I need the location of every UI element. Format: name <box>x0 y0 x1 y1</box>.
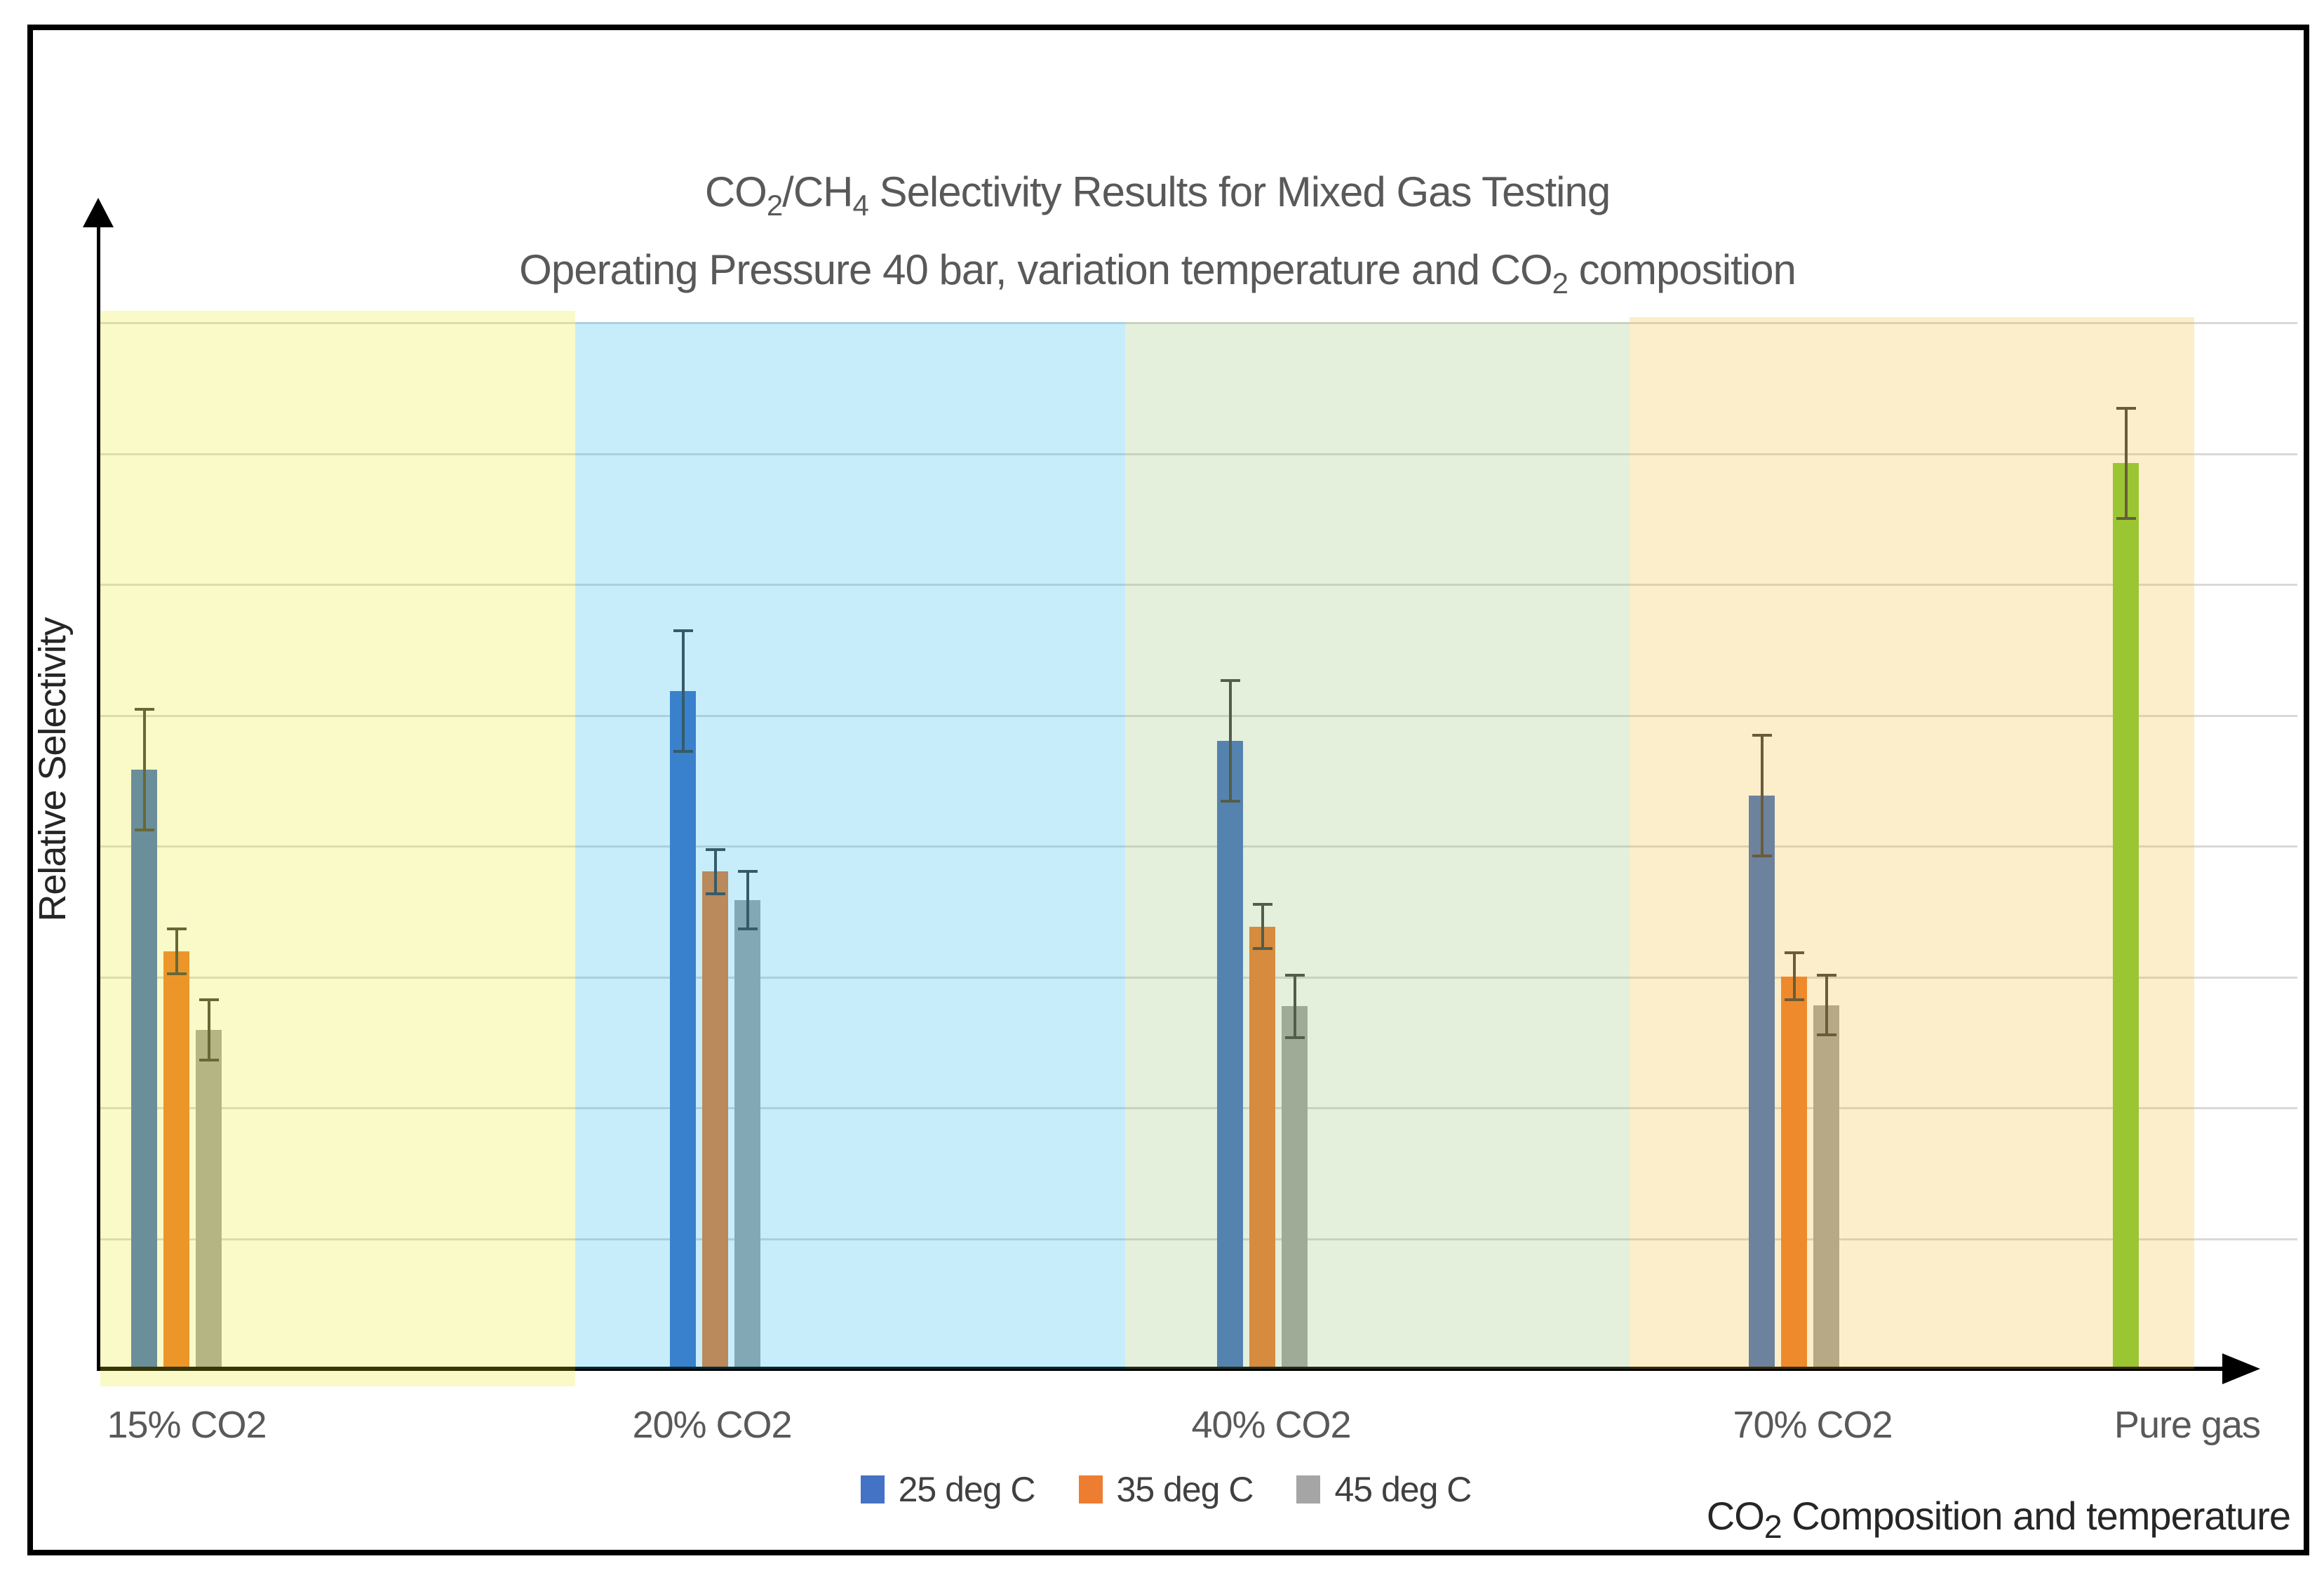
error-bar-cap <box>134 828 154 831</box>
x-axis-line <box>97 1367 2227 1371</box>
error-bar-cap <box>1284 1036 1305 1040</box>
error-bar-cap <box>1220 679 1240 682</box>
x-tick-label-70%-CO2: 70% CO2 <box>1733 1404 1893 1446</box>
bar-45-deg-C-70%-CO2 <box>1813 1005 1839 1369</box>
gridline <box>100 714 2297 717</box>
error-bar-stem <box>681 631 685 751</box>
error-bar-stem <box>207 1000 210 1060</box>
error-bar-cap <box>1252 902 1272 906</box>
error-bar-cap <box>1284 973 1305 977</box>
x-tick-label-Pure-gas: Pure gas <box>2114 1404 2261 1446</box>
gridline <box>100 453 2297 455</box>
error-bar-stem <box>1825 975 1828 1036</box>
x-tick-label-15%-CO2: 15% CO2 <box>107 1404 267 1446</box>
bar-45-deg-C-15%-CO2 <box>196 1029 222 1369</box>
error-bar-cap <box>199 1058 219 1061</box>
error-bar-cap <box>673 749 693 753</box>
error-bar-stem <box>746 871 749 930</box>
error-bar-stem <box>2124 408 2128 518</box>
bar-25-deg-C-20%-CO2 <box>670 690 696 1369</box>
legend-item-35-deg-C: 35 deg C <box>1078 1469 1254 1510</box>
bar-35-deg-C-40%-CO2 <box>1249 926 1275 1369</box>
gridline <box>100 976 2297 979</box>
error-bar-cap <box>166 927 187 931</box>
error-bar-stem <box>1261 904 1264 949</box>
error-bar-cap <box>737 870 758 873</box>
bar-35-deg-C-70%-CO2 <box>1781 976 1807 1369</box>
y-axis-arrowhead <box>83 198 114 227</box>
error-bar-stem <box>713 849 717 894</box>
x-tick-label-40%-CO2: 40% CO2 <box>1191 1404 1351 1446</box>
chart-title-line1: CO2/CH4 Selectivity Results for Mixed Ga… <box>704 168 1611 222</box>
chart-border-frame <box>27 25 2309 1555</box>
error-bar-cap <box>705 892 725 895</box>
bar-25-deg-C-70%-CO2 <box>1749 796 1775 1369</box>
error-bar-stem <box>1293 975 1296 1038</box>
error-bar-cap <box>199 998 219 1002</box>
legend-label: 45 deg C <box>1334 1470 1472 1509</box>
gridline <box>100 322 2297 324</box>
chart-title: CO2/CH4 Selectivity Results for Mixed Ga… <box>0 160 2315 316</box>
error-bar-cap <box>1816 973 1836 977</box>
error-bar-cap <box>1220 799 1240 803</box>
background-band-3 <box>1125 322 1630 1369</box>
error-bar-cap <box>737 927 758 931</box>
bar-45-deg-C-20%-CO2 <box>734 900 760 1369</box>
error-bar-stem <box>142 709 146 830</box>
error-bar-cap <box>1816 1033 1836 1037</box>
bar-25-deg-C-40%-CO2 <box>1217 740 1243 1369</box>
y-axis-title: Relative Selectivity <box>32 617 74 922</box>
gridline <box>100 845 2297 848</box>
legend-swatch-icon <box>1078 1475 1103 1503</box>
error-bar-cap <box>1784 998 1804 1002</box>
x-tick-label-20%-CO2: 20% CO2 <box>632 1404 792 1446</box>
background-band-1 <box>100 311 575 1386</box>
bar-45-deg-C-40%-CO2 <box>1282 1006 1308 1369</box>
error-bar-cap <box>1752 854 1772 857</box>
gridline <box>100 1238 2297 1240</box>
legend: 25 deg C 35 deg C 45 deg C <box>0 1469 2324 1510</box>
legend-label: 35 deg C <box>1116 1470 1254 1509</box>
legend-item-25-deg-C: 25 deg C <box>860 1469 1036 1510</box>
gridline <box>100 1107 2297 1109</box>
error-bar-stem <box>175 929 178 974</box>
error-bar-cap <box>1752 734 1772 737</box>
error-bar-cap <box>134 708 154 711</box>
bar-35-deg-C-20%-CO2 <box>702 871 728 1369</box>
error-bar-stem <box>1228 681 1232 801</box>
error-bar-cap <box>1252 947 1272 951</box>
legend-swatch-icon <box>1296 1475 1321 1503</box>
error-bar-stem <box>1792 952 1796 1000</box>
error-bar-cap <box>673 629 693 633</box>
gridline <box>100 584 2297 586</box>
bar-35-deg-C-15%-CO2 <box>163 951 189 1369</box>
error-bar-cap <box>705 848 725 851</box>
x-axis-title: CO2 Composition and temperature <box>1706 1494 2291 1546</box>
x-axis-arrowhead <box>2222 1353 2260 1384</box>
bar-25-deg-C-15%-CO2 <box>131 769 157 1369</box>
legend-item-45-deg-C: 45 deg C <box>1296 1469 1472 1510</box>
error-bar-cap <box>1784 951 1804 954</box>
y-axis-line <box>97 217 100 1371</box>
error-bar-cap <box>2116 407 2136 410</box>
error-bar-cap <box>2116 516 2136 520</box>
legend-swatch-icon <box>860 1475 885 1503</box>
background-band-2 <box>575 322 1125 1369</box>
error-bar-cap <box>166 972 187 975</box>
chart-title-line2: Operating Pressure 40 bar, variation tem… <box>519 246 1796 300</box>
bar-puregas-Pure-gas <box>2113 463 2139 1369</box>
legend-label: 25 deg C <box>898 1470 1036 1509</box>
error-bar-stem <box>1760 735 1764 856</box>
background-band-4 <box>1630 317 2194 1369</box>
